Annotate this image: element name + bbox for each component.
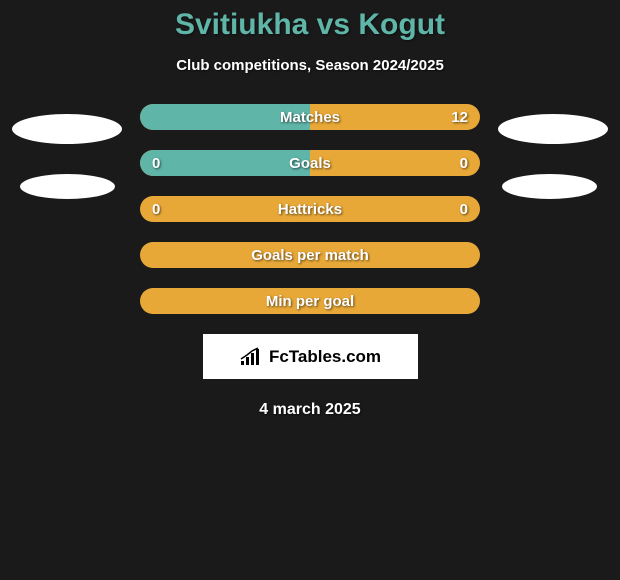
stat-row-goals-per-match: Goals per match xyxy=(140,242,480,268)
stat-label-mpg: Min per goal xyxy=(266,293,354,310)
comparison-title: Svitiukha vs Kogut xyxy=(175,8,445,42)
player2-name: Kogut xyxy=(358,8,445,41)
stat-right-matches: 12 xyxy=(451,109,468,126)
brand-text: FcTables.com xyxy=(269,347,381,367)
brand-box[interactable]: FcTables.com xyxy=(203,334,418,379)
stat-label-hattricks: Hattricks xyxy=(278,201,342,218)
left-badges-column xyxy=(12,104,122,199)
main-content: Matches 12 0 Goals 0 0 Hattricks 0 Goals… xyxy=(0,104,620,314)
player2-badge-1 xyxy=(498,114,608,144)
stat-right-hattricks: 0 xyxy=(460,201,468,218)
vs-text: vs xyxy=(317,8,350,41)
player1-badge-2 xyxy=(20,174,115,199)
stat-row-goals: 0 Goals 0 xyxy=(140,150,480,176)
stat-left-goals: 0 xyxy=(152,155,160,172)
player1-name: Svitiukha xyxy=(175,8,308,41)
stat-label-gpm: Goals per match xyxy=(251,247,369,264)
player2-badge-2 xyxy=(502,174,597,199)
stat-label-matches: Matches xyxy=(280,109,340,126)
stat-label-goals: Goals xyxy=(289,155,331,172)
stat-right-goals: 0 xyxy=(460,155,468,172)
stat-row-hattricks: 0 Hattricks 0 xyxy=(140,196,480,222)
right-badges-column xyxy=(498,104,608,199)
date-text: 4 march 2025 xyxy=(259,401,360,419)
stat-fill-goals xyxy=(140,150,310,176)
player1-badge-1 xyxy=(12,114,122,144)
main-container: Svitiukha vs Kogut Club competitions, Se… xyxy=(0,0,620,419)
stat-left-hattricks: 0 xyxy=(152,201,160,218)
chart-icon xyxy=(239,347,263,367)
subtitle-text: Club competitions, Season 2024/2025 xyxy=(176,57,444,74)
stat-row-matches: Matches 12 xyxy=(140,104,480,130)
stats-container: Matches 12 0 Goals 0 0 Hattricks 0 Goals… xyxy=(140,104,480,314)
stat-row-min-per-goal: Min per goal xyxy=(140,288,480,314)
